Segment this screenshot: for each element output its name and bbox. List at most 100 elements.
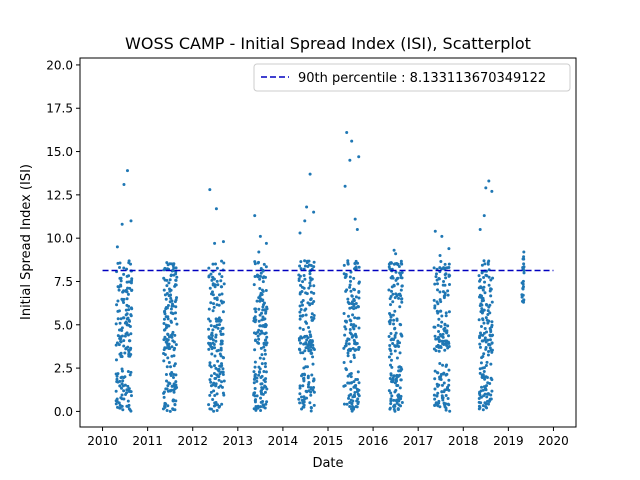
data-point (162, 338, 166, 342)
x-axis-ticks: 2010 2011 2012 2013 2014 2015 2016 2017 2018 2019… (87, 427, 569, 448)
data-point (478, 336, 482, 340)
data-point (165, 284, 169, 288)
data-point (481, 318, 485, 322)
data-point (441, 396, 445, 400)
data-point (265, 387, 269, 391)
data-point (127, 348, 131, 352)
data-point (312, 313, 316, 317)
data-point (349, 387, 353, 391)
data-point (437, 383, 441, 387)
data-point (117, 288, 121, 292)
data-point (521, 265, 525, 269)
data-point (446, 340, 450, 344)
data-point (217, 378, 221, 382)
data-point (306, 264, 310, 268)
data-point (391, 292, 395, 296)
data-point (255, 299, 259, 303)
data-point (480, 311, 484, 315)
data-point (124, 308, 128, 312)
data-point (437, 329, 441, 333)
data-point (520, 281, 524, 285)
data-point (395, 356, 399, 360)
data-point (483, 375, 487, 379)
data-point (306, 376, 310, 380)
data-point (118, 265, 122, 269)
data-point (434, 337, 438, 341)
data-point (354, 301, 358, 305)
data-point (446, 289, 450, 293)
data-point (484, 347, 488, 351)
data-point (262, 262, 266, 266)
data-point (128, 373, 132, 377)
data-point (306, 344, 310, 348)
data-point (262, 275, 266, 279)
data-point (399, 288, 403, 292)
data-point (299, 260, 303, 264)
data-point (122, 182, 126, 186)
data-point (388, 267, 392, 271)
data-point (439, 260, 443, 264)
data-point (215, 266, 219, 270)
data-point (301, 372, 305, 376)
data-point (400, 270, 404, 274)
data-point (211, 328, 215, 332)
data-point (129, 352, 133, 356)
data-point (118, 384, 122, 388)
data-point (387, 288, 391, 292)
data-point (129, 219, 133, 223)
data-point (256, 334, 260, 338)
data-point (213, 403, 217, 407)
data-point (168, 289, 172, 293)
data-point (391, 300, 395, 304)
data-point (354, 348, 358, 352)
data-point (213, 377, 217, 381)
data-point (258, 367, 262, 371)
data-point (486, 338, 490, 342)
data-point (446, 324, 450, 328)
data-point (440, 320, 444, 324)
data-point (489, 362, 493, 366)
data-point (439, 309, 443, 313)
data-point (434, 402, 438, 406)
data-point (221, 367, 225, 371)
data-point (174, 373, 178, 377)
data-point (259, 400, 263, 404)
data-point (520, 293, 524, 297)
data-point (354, 378, 358, 382)
data-point (305, 205, 309, 209)
data-point (165, 379, 169, 383)
data-point (167, 360, 171, 364)
data-point (443, 405, 447, 409)
data-point (308, 276, 312, 280)
data-point (210, 292, 214, 296)
y-axis-ticks: 0.0 2.5 5.0 7.5 10.0 12.5 15.0 17.5 20.0 (46, 58, 80, 419)
data-point (261, 305, 265, 309)
data-point (357, 381, 361, 385)
data-point (489, 330, 493, 334)
data-point (400, 262, 404, 266)
data-point (262, 341, 266, 345)
data-point (444, 272, 448, 276)
data-point (219, 318, 223, 322)
data-point (488, 311, 492, 315)
data-point (264, 322, 268, 326)
data-point (345, 288, 349, 292)
data-point (477, 407, 481, 411)
data-point (127, 339, 131, 343)
data-point (125, 169, 129, 173)
data-point (126, 286, 130, 290)
data-point (175, 296, 179, 300)
data-point (480, 263, 484, 267)
data-point (490, 350, 494, 354)
data-point (118, 406, 122, 410)
data-point (172, 348, 176, 352)
data-point (448, 274, 452, 278)
y-tick-label: 20.0 (46, 58, 73, 72)
data-point (390, 276, 394, 280)
data-point (172, 273, 176, 277)
data-point (397, 292, 401, 296)
data-point (163, 293, 167, 297)
data-point (483, 262, 487, 266)
data-point (115, 380, 119, 384)
data-point (215, 298, 219, 302)
